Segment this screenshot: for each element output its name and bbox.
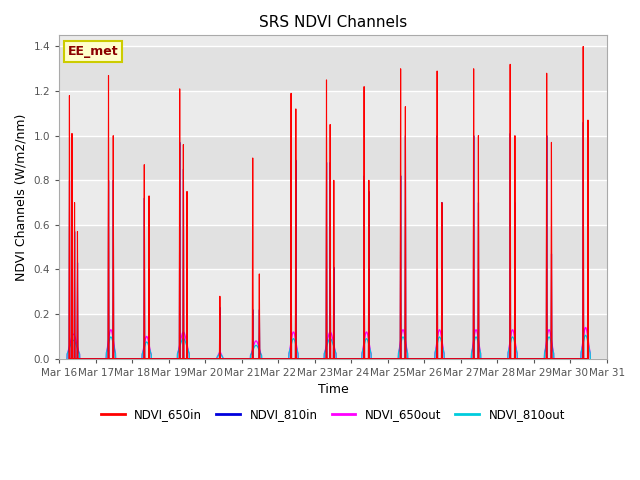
NDVI_650in	[326, 121, 334, 127]
NDVI_650in	[65, 356, 73, 361]
NDVI_810out	[582, 333, 589, 338]
X-axis label: Time: Time	[317, 384, 348, 396]
NDVI_810in	[326, 159, 334, 165]
NDVI_650out	[586, 348, 593, 353]
NDVI_650out	[586, 356, 594, 361]
NDVI_810out	[291, 339, 299, 345]
NDVI_810in	[579, 120, 587, 125]
NDVI_650out	[474, 330, 481, 336]
Bar	[60, 47, 607, 91]
NDVI_650in	[146, 356, 154, 361]
NDVI_810out	[548, 345, 556, 350]
NDVI_810out	[63, 356, 71, 361]
Title: SRS NDVI Channels: SRS NDVI Channels	[259, 15, 407, 30]
NDVI_650in	[470, 356, 478, 361]
Line: NDVI_650in: NDVI_650in	[69, 47, 588, 359]
NDVI_650out	[63, 356, 71, 361]
NDVI_810out	[586, 356, 594, 361]
NDVI_650out	[438, 335, 445, 341]
Legend: NDVI_650in, NDVI_810in, NDVI_650out, NDVI_810out: NDVI_650in, NDVI_810in, NDVI_650out, NDV…	[97, 403, 570, 426]
NDVI_810in	[65, 356, 73, 361]
Text: EE_met: EE_met	[67, 45, 118, 58]
NDVI_650out	[582, 324, 589, 330]
NDVI_650in	[323, 77, 330, 83]
NDVI_650out	[291, 335, 299, 340]
Bar	[60, 314, 607, 359]
NDVI_810in	[183, 356, 191, 361]
NDVI_650in	[182, 356, 190, 361]
NDVI_810out	[438, 339, 445, 345]
NDVI_810out	[174, 349, 182, 355]
NDVI_810out	[474, 336, 481, 342]
NDVI_810out	[586, 348, 593, 354]
Line: NDVI_810in: NDVI_810in	[69, 122, 588, 359]
Bar	[60, 225, 607, 269]
NDVI_650in	[579, 44, 587, 49]
NDVI_810in	[584, 356, 592, 361]
NDVI_650out	[548, 343, 556, 348]
Y-axis label: NDVI Channels (W/m2/nm): NDVI Channels (W/m2/nm)	[15, 113, 28, 281]
Line: NDVI_650out: NDVI_650out	[67, 327, 590, 359]
NDVI_810in	[146, 356, 154, 361]
Bar	[60, 136, 607, 180]
NDVI_810in	[470, 356, 478, 361]
NDVI_810in	[323, 159, 330, 165]
NDVI_810in	[177, 356, 184, 361]
NDVI_650in	[177, 356, 184, 361]
NDVI_650out	[174, 349, 182, 355]
Line: NDVI_810out: NDVI_810out	[67, 336, 590, 359]
NDVI_650in	[584, 356, 592, 361]
